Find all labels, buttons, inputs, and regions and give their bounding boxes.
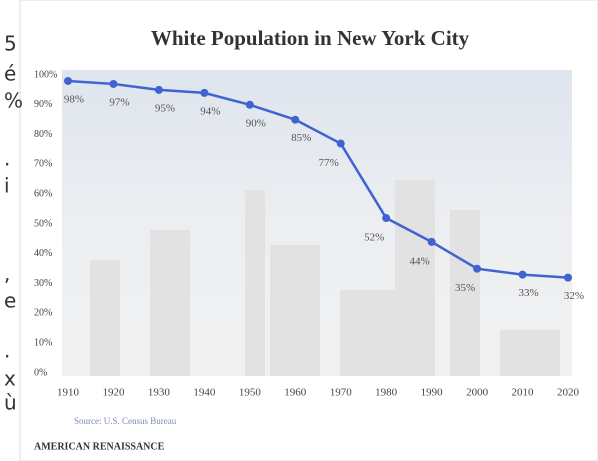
y-tick-label: 50% xyxy=(34,218,52,229)
data-label: 52% xyxy=(364,232,384,244)
chart-title: White Population in New York City xyxy=(151,26,470,50)
data-label: 32% xyxy=(564,290,584,302)
source: Source: U.S. Census Bureau xyxy=(74,416,177,426)
y-tick-label: 80% xyxy=(34,129,52,140)
data-label: 85% xyxy=(291,132,311,144)
margin-fragment: e xyxy=(4,289,16,313)
y-tick-label: 90% xyxy=(34,99,52,110)
y-tick-label: 10% xyxy=(34,337,52,348)
x-tick-label: 1920 xyxy=(102,387,125,399)
data-label: 95% xyxy=(155,102,175,114)
publisher: AMERICAN RENAISSANCE xyxy=(34,441,165,452)
data-label: 94% xyxy=(200,105,220,117)
data-point xyxy=(473,264,482,273)
x-tick-label: 2020 xyxy=(557,387,580,399)
data-label: 97% xyxy=(109,96,129,108)
data-label: 98% xyxy=(64,93,84,105)
x-tick-label: 2010 xyxy=(512,387,535,399)
x-tick-label: 1930 xyxy=(148,387,171,399)
data-point xyxy=(336,139,345,148)
margin-fragment: % xyxy=(4,89,23,113)
margin-text: 5 é%. i, e. xù xyxy=(4,32,23,415)
y-tick-label: 40% xyxy=(34,248,52,259)
margin-fragment: . xyxy=(4,339,10,363)
margin-fragment: ù xyxy=(4,391,17,415)
y-tick-label: 0% xyxy=(34,367,47,378)
y-tick-label: 60% xyxy=(34,188,52,199)
y-tick-label: 70% xyxy=(34,159,52,170)
data-point xyxy=(427,237,436,246)
x-tick-label: 1980 xyxy=(375,387,398,399)
data-point xyxy=(382,214,391,223)
data-point xyxy=(291,115,300,124)
data-point xyxy=(154,85,163,94)
margin-fragment: , xyxy=(4,262,10,286)
margin-fragment: . xyxy=(4,147,10,171)
data-point xyxy=(245,100,254,109)
x-tick-label: 1950 xyxy=(239,387,262,399)
y-tick-label: 20% xyxy=(34,308,52,319)
data-point xyxy=(564,273,572,282)
x-tick-label: 1960 xyxy=(284,387,307,399)
data-label: 77% xyxy=(319,157,339,169)
x-tick-label: 1910 xyxy=(57,387,80,399)
data-line xyxy=(67,79,569,279)
skyline xyxy=(90,180,560,376)
x-tick-label: 1990 xyxy=(421,387,444,399)
x-tick-label: 1970 xyxy=(330,387,353,399)
margin-fragment: x xyxy=(4,367,16,391)
margin-fragment: 5 xyxy=(4,32,17,56)
data-label: 44% xyxy=(410,255,430,267)
y-tick-label: 100% xyxy=(34,69,57,80)
data-point xyxy=(109,79,118,88)
y-tick-label: 30% xyxy=(34,278,52,289)
data-label: 33% xyxy=(518,287,538,299)
data-point xyxy=(518,270,527,279)
margin-fragment: é xyxy=(4,62,16,86)
x-tick-label: 1940 xyxy=(193,387,216,399)
data-point xyxy=(64,76,72,85)
data-point xyxy=(200,88,209,97)
data-label: 90% xyxy=(246,117,266,129)
x-tick-label: 2000 xyxy=(466,387,489,399)
data-label: 35% xyxy=(455,282,475,294)
margin-fragment: i xyxy=(4,174,10,198)
